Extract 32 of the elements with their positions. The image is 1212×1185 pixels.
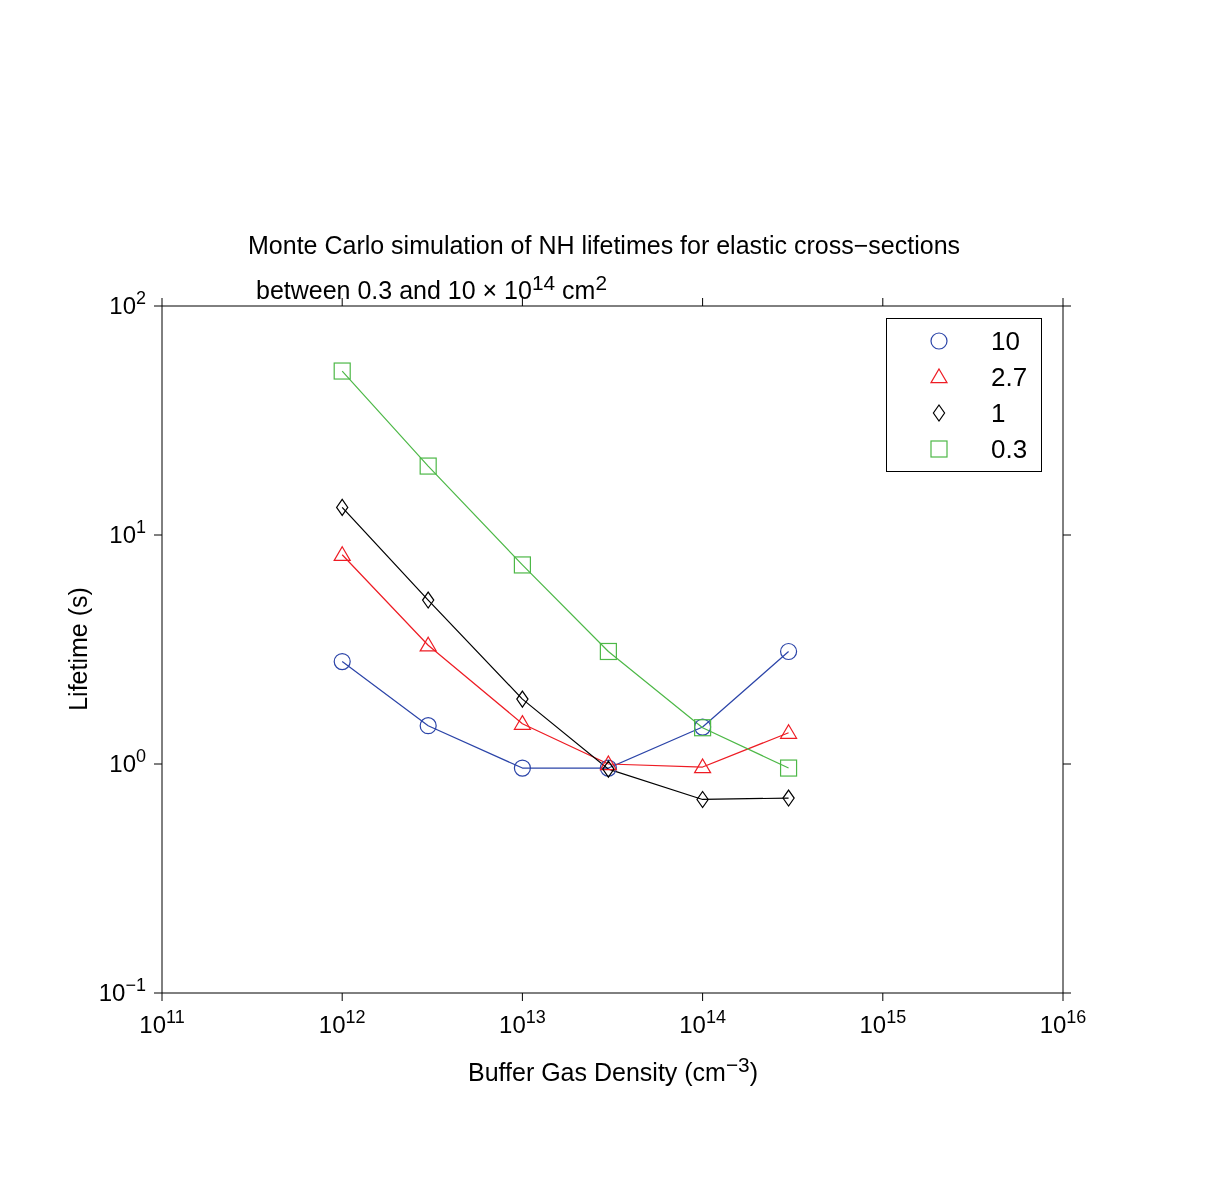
point: [516, 690, 529, 708]
point: [779, 724, 798, 739]
y-axis-title: Lifetime (s): [63, 587, 92, 711]
point: [782, 789, 795, 807]
x-tick-label: 10$^{14}$: [679, 1007, 726, 1038]
chart-title: Monte Carlo simulation of NH lifetimes for elastic cross−sections: [248, 230, 961, 261]
x-tick-label: 10$^{13}$: [499, 1007, 546, 1038]
point: [333, 362, 351, 380]
point: [599, 755, 617, 771]
x-tick-label: 10$^{12}$: [318, 1007, 366, 1038]
point: [513, 556, 531, 574]
point: [333, 653, 351, 671]
legend-label: 2.7: [991, 361, 1029, 393]
point: [779, 642, 798, 661]
point: [513, 759, 531, 777]
y-tick-label: 10$^{−1}$: [98, 975, 146, 1006]
y-tick-label: 10$^{0}$: [109, 746, 146, 777]
x-tick-label: 10$^{11}$: [139, 1007, 185, 1038]
point: [336, 498, 349, 516]
point: [599, 642, 617, 661]
chart-subtitle: between 0.3 and 10 × 10$^{14}$ cm$^{2}$: [256, 271, 607, 305]
legend-label: 10: [991, 325, 1021, 357]
point: [513, 715, 531, 730]
y-tick-label: 10$^{2}$: [109, 288, 146, 319]
point: [779, 759, 798, 777]
legend-label: 0.3: [991, 433, 1029, 465]
legend-label: 1: [991, 397, 1007, 429]
y-tick-label: 10$^{1}$: [109, 517, 146, 548]
point: [333, 546, 351, 561]
x-tick-label: 10$^{15}$: [859, 1007, 907, 1038]
x-axis-title: Buffer Gas Density (cm$^{−3}$): [467, 1053, 759, 1087]
x-tick-label: 10$^{16}$: [1039, 1007, 1087, 1038]
